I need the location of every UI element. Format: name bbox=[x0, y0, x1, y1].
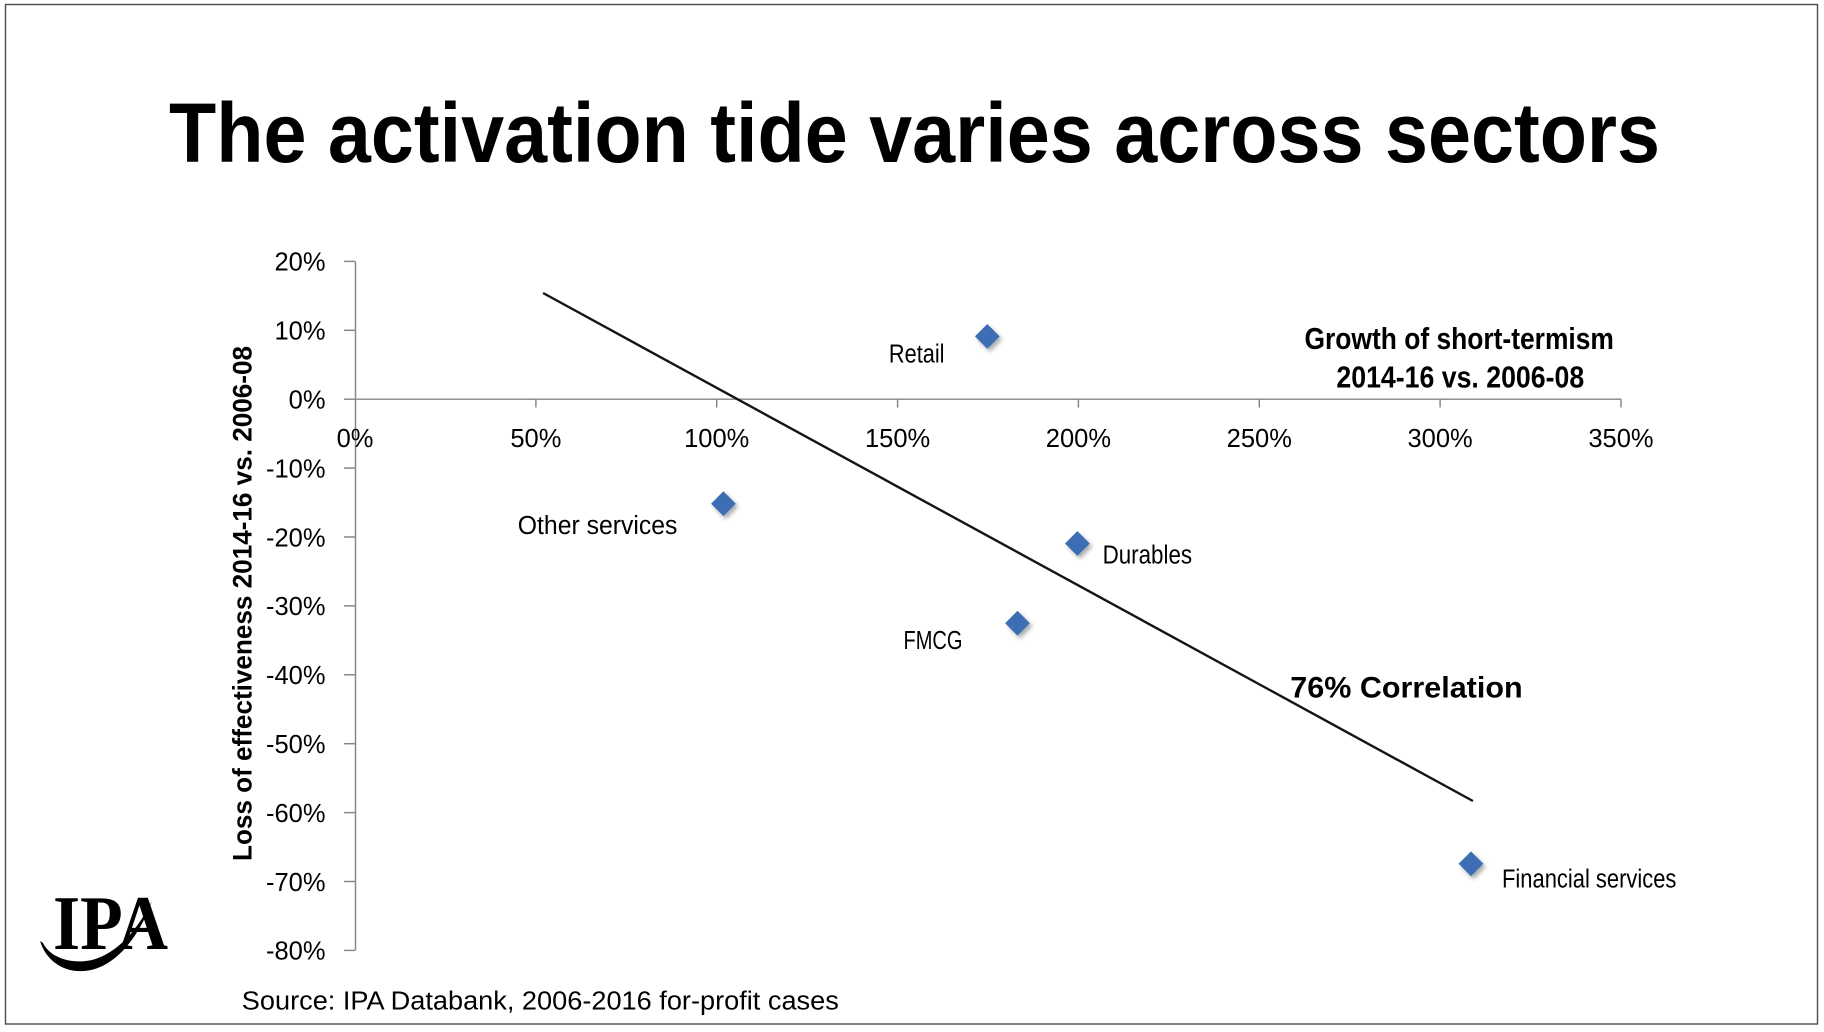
svg-text:76% Correlation: 76% Correlation bbox=[1290, 672, 1522, 705]
svg-text:FMCG: FMCG bbox=[904, 627, 963, 655]
svg-text:-10%: -10% bbox=[266, 455, 326, 483]
svg-text:The activation tide varies acr: The activation tide varies across sector… bbox=[169, 86, 1660, 180]
svg-text:-20%: -20% bbox=[266, 524, 326, 552]
svg-text:Loss of effectiveness 2014-16: Loss of effectiveness 2014-16 vs. 2006-0… bbox=[228, 346, 258, 861]
svg-text:Source: IPA Databank, 2006-201: Source: IPA Databank, 2006-2016 for-prof… bbox=[242, 987, 839, 1015]
svg-text:250%: 250% bbox=[1227, 425, 1292, 453]
svg-text:50%: 50% bbox=[510, 425, 561, 453]
svg-text:0%: 0% bbox=[337, 425, 374, 453]
svg-text:Financial services: Financial services bbox=[1502, 865, 1676, 893]
svg-text:Growth of short-termism: Growth of short-termism bbox=[1305, 321, 1614, 356]
svg-text:150%: 150% bbox=[865, 425, 930, 453]
svg-text:2014-16 vs. 2006-08: 2014-16 vs. 2006-08 bbox=[1336, 359, 1584, 394]
svg-text:300%: 300% bbox=[1407, 425, 1472, 453]
svg-text:100%: 100% bbox=[684, 425, 749, 453]
svg-text:-40%: -40% bbox=[266, 662, 326, 690]
svg-text:20%: 20% bbox=[274, 249, 325, 277]
svg-text:-50%: -50% bbox=[266, 731, 326, 759]
svg-text:200%: 200% bbox=[1046, 425, 1111, 453]
svg-text:0%: 0% bbox=[289, 387, 326, 415]
svg-text:-60%: -60% bbox=[266, 800, 326, 828]
svg-text:350%: 350% bbox=[1588, 425, 1653, 453]
svg-text:Retail: Retail bbox=[889, 341, 945, 369]
svg-text:IPA: IPA bbox=[53, 880, 168, 966]
svg-text:Durables: Durables bbox=[1103, 542, 1193, 570]
svg-text:-80%: -80% bbox=[266, 938, 326, 966]
svg-text:Other services: Other services bbox=[518, 512, 678, 540]
svg-text:10%: 10% bbox=[274, 318, 325, 346]
svg-text:-70%: -70% bbox=[266, 869, 326, 897]
svg-text:-30%: -30% bbox=[266, 593, 326, 621]
